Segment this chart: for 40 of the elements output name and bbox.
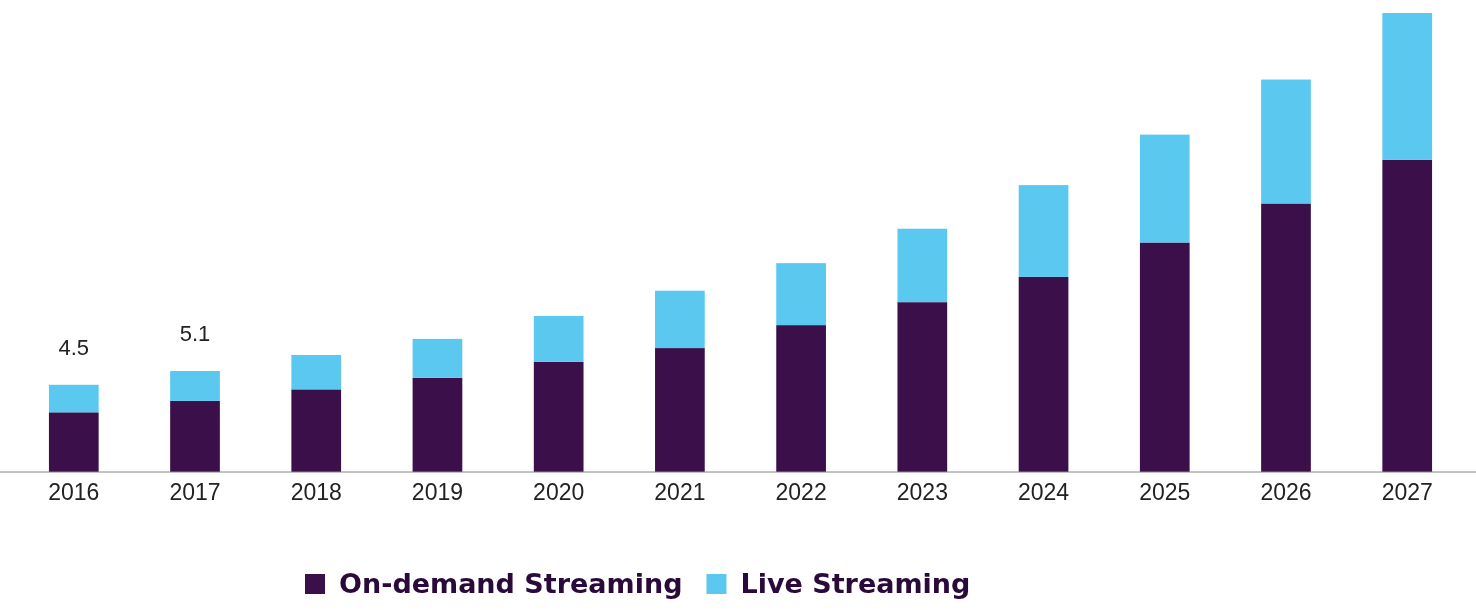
bar: [533, 361, 584, 472]
bar: [412, 377, 463, 472]
bar: [897, 302, 948, 472]
bar: [1018, 276, 1069, 472]
x-tick-label: 2024: [1017, 479, 1070, 506]
bar: [170, 371, 220, 401]
bar: [1382, 13, 1433, 160]
bar: [1139, 134, 1190, 243]
x-tick-label: 2020: [533, 479, 585, 506]
x-tick-label: 2019: [411, 479, 464, 506]
bar: [1018, 185, 1069, 277]
bar: [291, 354, 342, 390]
bar: [655, 348, 705, 472]
bar: [291, 389, 342, 472]
bar: [776, 325, 826, 472]
legend-label: On-demand Streaming: [339, 568, 683, 599]
bar: [776, 263, 826, 326]
x-tick-label: 2026: [1260, 479, 1312, 506]
x-tick-label: 2021: [654, 479, 706, 506]
x-tick-label: 2022: [775, 479, 827, 506]
x-tick-label: 2025: [1139, 479, 1191, 506]
bar: [48, 412, 99, 472]
bar: [1382, 159, 1433, 472]
bar: [48, 384, 99, 413]
x-tick-label: 2016: [48, 479, 100, 506]
bar: [412, 338, 463, 378]
x-tick-label: 2023: [896, 479, 948, 506]
bar: [655, 290, 705, 349]
legend-label: Live Streaming: [740, 568, 971, 599]
x-tick-label: 2018: [290, 479, 342, 506]
annotation: 5.1: [179, 321, 211, 347]
annotation: 4.5: [58, 334, 90, 360]
bar: [1139, 242, 1190, 472]
bar: [1261, 203, 1311, 472]
bar: [170, 400, 220, 472]
bar: [1261, 79, 1311, 204]
bar: [897, 228, 948, 303]
bar: [533, 315, 584, 362]
x-tick-label: 2027: [1381, 479, 1433, 506]
x-tick-label: 2017: [169, 479, 221, 506]
